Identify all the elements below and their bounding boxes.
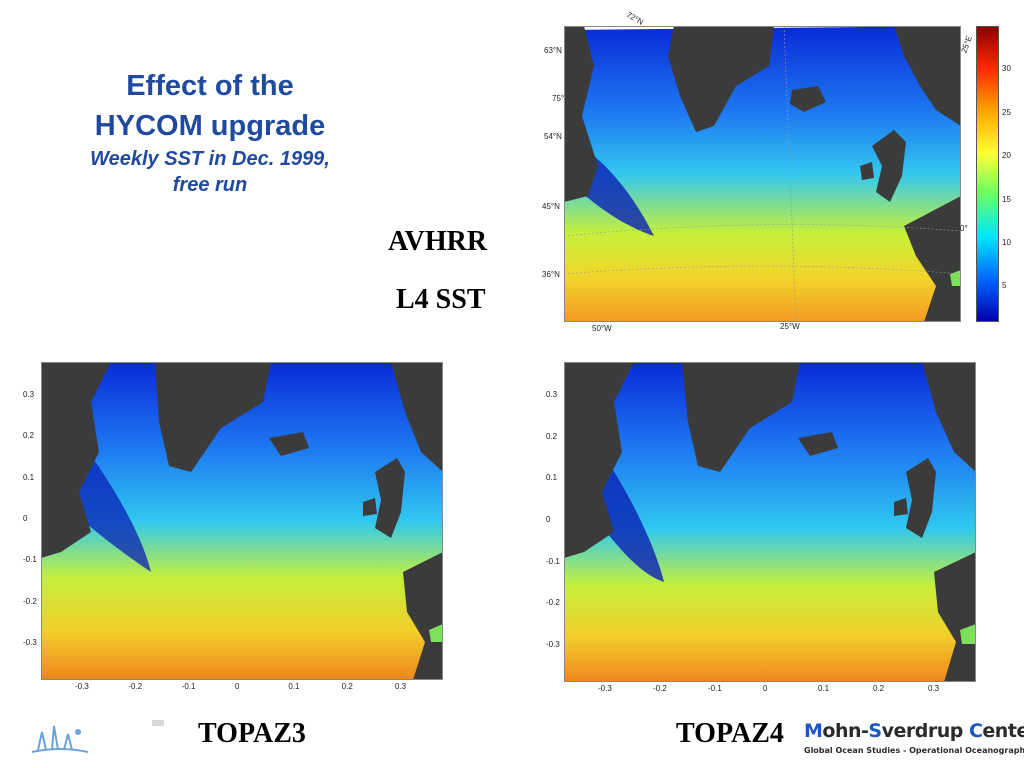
topaz4-label: TOPAZ4 [676, 718, 784, 749]
topaz3-x-tick: 0.1 [288, 682, 300, 691]
topaz3-y-tick: -0.3 [23, 638, 37, 647]
topaz4-x-tick: 0 [763, 684, 768, 693]
topaz4-y-tick: 0.1 [546, 473, 558, 483]
title-line-2: HYCOM upgrade [94, 110, 326, 142]
topaz4-y-tick: 0.3 [546, 390, 558, 399]
colorbar-tick-15: 15 [1002, 195, 1011, 204]
lat-label-45n: 45°N [542, 202, 560, 211]
topaz4-x-tick: 0.1 [818, 684, 830, 693]
corner-label-25e: 25°E [959, 34, 974, 55]
lon-label-50w: 50°W [592, 324, 612, 333]
subtitle-line-1: Weekly SST in Dec. 1999, [90, 148, 330, 170]
topaz4-x-tick: -0.2 [653, 684, 667, 693]
institute-logo-graphic [31, 725, 89, 753]
corner-label-0: 0° [960, 224, 968, 233]
sst-colorbar [976, 26, 999, 322]
topaz3-sst-map [41, 362, 443, 680]
colorbar-tick-30: 30 [1002, 64, 1011, 73]
logo-tagline: Global Ocean Studies - Operational Ocean… [804, 746, 1024, 755]
topaz3-x-tick: -0.3 [75, 682, 89, 691]
topaz3-x-tick: -0.2 [128, 682, 143, 691]
topaz4-x-tick: 0.3 [928, 684, 940, 693]
logo-org-name: Mohn-Sverdrup Center [804, 720, 1024, 742]
avhrr-label: AVHRR [388, 226, 488, 257]
topaz3-x-tick: 0 [235, 682, 240, 691]
topaz3-y-tick: -0.2 [23, 596, 37, 606]
topaz3-x-tick: 0.3 [395, 682, 407, 691]
topaz4-x-tick: 0.2 [873, 684, 885, 693]
topaz4-y-tick: -0.3 [546, 640, 560, 649]
topaz4-y-tick: 0 [546, 515, 551, 524]
lat-label-75: 75° [552, 94, 565, 103]
l4sst-label: L4 SST [396, 284, 486, 315]
avhrr-sst-map-graphic [564, 26, 961, 322]
colorbar-tick-10: 10 [1002, 238, 1011, 247]
topaz3-sst-map-graphic [41, 362, 443, 680]
topaz4-sst-map [564, 362, 976, 682]
colorbar-tick-5: 5 [1002, 281, 1007, 290]
topaz3-y-tick: 0 [23, 514, 28, 523]
topaz4-x-tick: -0.1 [708, 684, 722, 693]
avhrr-sst-map [564, 26, 961, 322]
corner-label-72n: 72°N [624, 10, 645, 27]
topaz3-y-tick: 0.3 [23, 390, 35, 399]
topaz4-y-tick: 0.2 [546, 431, 558, 441]
topaz3-y-tick: -0.1 [23, 555, 37, 565]
lat-label-36n: 36°N [542, 270, 560, 279]
colorbar-tick-20: 20 [1002, 151, 1011, 160]
topaz3-y-tick: 0.1 [23, 472, 35, 482]
topaz4-y-tick: -0.2 [546, 598, 560, 608]
institute-logo [28, 718, 92, 758]
topaz3-x-tick: -0.1 [181, 682, 196, 691]
lon-label-25w: 25°W [780, 322, 800, 331]
topaz3-label: TOPAZ3 [198, 718, 306, 749]
lat-label-54n: 54°N [544, 132, 562, 141]
sst-colorbar-gradient [977, 27, 998, 321]
topaz4-x-tick: -0.3 [598, 684, 612, 693]
title-block: Effect of the HYCOM upgrade Weekly SST i… [60, 66, 360, 198]
topaz3-x-tick: 0.2 [341, 682, 353, 691]
mohn-sverdrup-logo: Mohn-Sverdrup Center Global Ocean Studie… [800, 718, 1024, 764]
decorative-mark [152, 720, 164, 726]
topaz4-sst-map-graphic [564, 362, 976, 682]
topaz3-y-tick: 0.2 [23, 431, 35, 441]
colorbar-tick-25: 25 [1002, 108, 1011, 117]
title-line-1: Effect of the [126, 70, 294, 102]
subtitle-line-2: free run [172, 174, 248, 196]
topaz4-y-tick: -0.1 [546, 556, 560, 566]
lat-label-63n: 63°N [544, 46, 562, 55]
